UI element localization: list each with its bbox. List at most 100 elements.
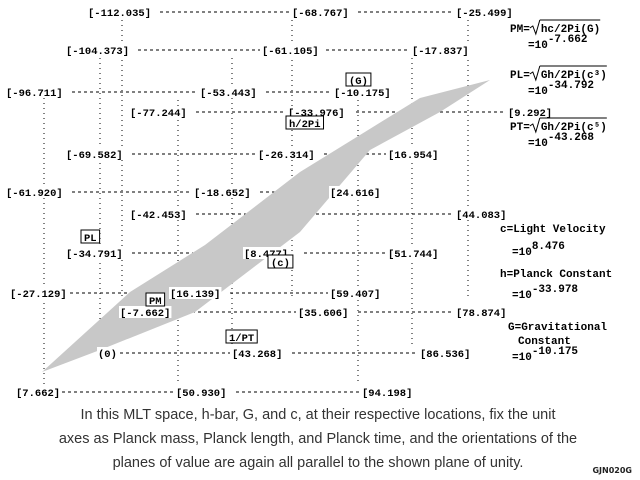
formula-base: =10 bbox=[528, 138, 548, 150]
lattice-label: [78.874] bbox=[456, 308, 506, 320]
box-frame bbox=[345, 72, 372, 87]
root-sign bbox=[529, 65, 541, 82]
lattice-label: [-104.373] bbox=[66, 46, 129, 58]
constant-exponent: 8.476 bbox=[532, 241, 565, 253]
label-bg bbox=[297, 306, 350, 318]
lattice-label: [51.744] bbox=[388, 249, 438, 261]
constant-base: =10 bbox=[512, 247, 532, 259]
lattice-label: [-18.652] bbox=[194, 188, 251, 200]
label-bg bbox=[231, 347, 284, 359]
constant-name: G=Gravitational bbox=[508, 322, 607, 334]
box-frame bbox=[225, 329, 258, 344]
lattice-label: [-61.920] bbox=[6, 188, 63, 200]
formula-radicand: hc/2Pi(G) bbox=[541, 24, 600, 36]
constant-exponent: -10.175 bbox=[532, 346, 579, 358]
logo: GJN020G bbox=[592, 466, 632, 475]
label-bg bbox=[387, 247, 440, 259]
lattice-label: [-10.175] bbox=[334, 88, 391, 100]
lattice-label: [-27.129] bbox=[10, 289, 67, 301]
lattice-label: (0) bbox=[98, 349, 117, 361]
root-sign bbox=[529, 117, 541, 134]
label-bg bbox=[5, 186, 64, 198]
lattice-label: [24.616] bbox=[330, 188, 380, 200]
label-bg bbox=[169, 287, 222, 299]
label-bg bbox=[455, 6, 514, 18]
label-bg bbox=[175, 386, 228, 398]
formula-exponent: -43.268 bbox=[548, 132, 595, 144]
lattice-label: [-61.105] bbox=[262, 46, 319, 58]
label-bg bbox=[455, 208, 508, 220]
lattice-label: [-112.035] bbox=[88, 8, 151, 20]
lattice-label: [9.292] bbox=[508, 108, 552, 120]
label-bg bbox=[261, 44, 320, 56]
label-bg bbox=[507, 106, 554, 118]
lattice-label: [50.930] bbox=[176, 388, 226, 400]
label-bg bbox=[199, 86, 258, 98]
lattice-label: [-7.662] bbox=[120, 308, 170, 320]
label-bg bbox=[119, 306, 172, 318]
lattice-label: [16.954] bbox=[388, 150, 438, 162]
lattice-label: [7.662] bbox=[16, 388, 60, 400]
box-frame bbox=[285, 115, 325, 130]
constant-name: h=Planck Constant bbox=[500, 269, 612, 281]
lattice-label: [35.606] bbox=[298, 308, 348, 320]
box-label: (c) bbox=[271, 258, 290, 270]
label-bg bbox=[411, 44, 470, 56]
lattice-label: [-96.711] bbox=[6, 88, 63, 100]
lattice-label: [86.536] bbox=[420, 349, 470, 361]
label-bg bbox=[329, 287, 382, 299]
label-bg bbox=[87, 6, 153, 18]
label-bg bbox=[329, 186, 382, 198]
constant-name: c=Light Velocity bbox=[500, 224, 606, 236]
label-bg bbox=[5, 86, 64, 98]
lattice-label: [-68.767] bbox=[292, 8, 349, 20]
lattice-label: [-25.499] bbox=[456, 8, 513, 20]
formula-radicand: Gh/2Pi(c⁵) bbox=[541, 122, 607, 134]
box-label: h/2Pi bbox=[289, 119, 321, 131]
constant-base: =10 bbox=[512, 290, 532, 302]
label-bg bbox=[129, 208, 188, 220]
lattice-label: [94.198] bbox=[362, 388, 412, 400]
box-label: 1/PT bbox=[229, 333, 254, 345]
box-label: (G) bbox=[349, 76, 368, 88]
box-frame bbox=[80, 229, 101, 244]
lattice-label: [-77.244] bbox=[130, 108, 187, 120]
lattice-label: [16.139] bbox=[170, 289, 220, 301]
root-sign bbox=[529, 19, 541, 36]
lattice-label: [59.407] bbox=[330, 289, 380, 301]
caption-line: planes of value are again all parallel t… bbox=[113, 455, 524, 471]
label-bg bbox=[333, 86, 392, 98]
formula-base: =10 bbox=[528, 86, 548, 98]
constant-base: =10 bbox=[512, 352, 532, 364]
lattice-label: [-17.837] bbox=[412, 46, 469, 58]
formula-exponent: -34.792 bbox=[548, 80, 594, 92]
label-bg bbox=[129, 106, 188, 118]
formula-base: =10 bbox=[528, 40, 548, 52]
caption: In this MLT space, h-bar, G, and c, at t… bbox=[59, 407, 632, 475]
constant-exponent: -33.978 bbox=[532, 284, 579, 296]
lattice-label: [-26.314] bbox=[258, 150, 315, 162]
lattice-label: [-53.443] bbox=[200, 88, 257, 100]
lattice-label: [-69.582] bbox=[66, 150, 123, 162]
label-bg bbox=[387, 148, 440, 160]
label-bg bbox=[9, 287, 68, 299]
label-bg bbox=[65, 148, 124, 160]
box-frame bbox=[267, 254, 294, 269]
label-bg bbox=[455, 306, 508, 318]
formula-radicand: Gh/2Pi(c³) bbox=[541, 70, 607, 82]
lattice-boxes: (G) h/2Pi PL (c) PM 1/PT bbox=[80, 72, 372, 345]
label-bg bbox=[287, 106, 346, 118]
label-bg bbox=[15, 386, 62, 398]
lattice-label: [44.083] bbox=[456, 210, 506, 222]
box-label: PM bbox=[149, 296, 162, 308]
formula-lhs: PM= bbox=[510, 24, 530, 36]
lattice-label: [-34.791] bbox=[66, 249, 123, 261]
label-bg bbox=[193, 186, 252, 198]
constant-name: Constant bbox=[518, 336, 571, 348]
box-frame bbox=[145, 292, 166, 307]
formula-exponent: -7.662 bbox=[548, 34, 588, 46]
box-label: PL bbox=[84, 233, 97, 245]
